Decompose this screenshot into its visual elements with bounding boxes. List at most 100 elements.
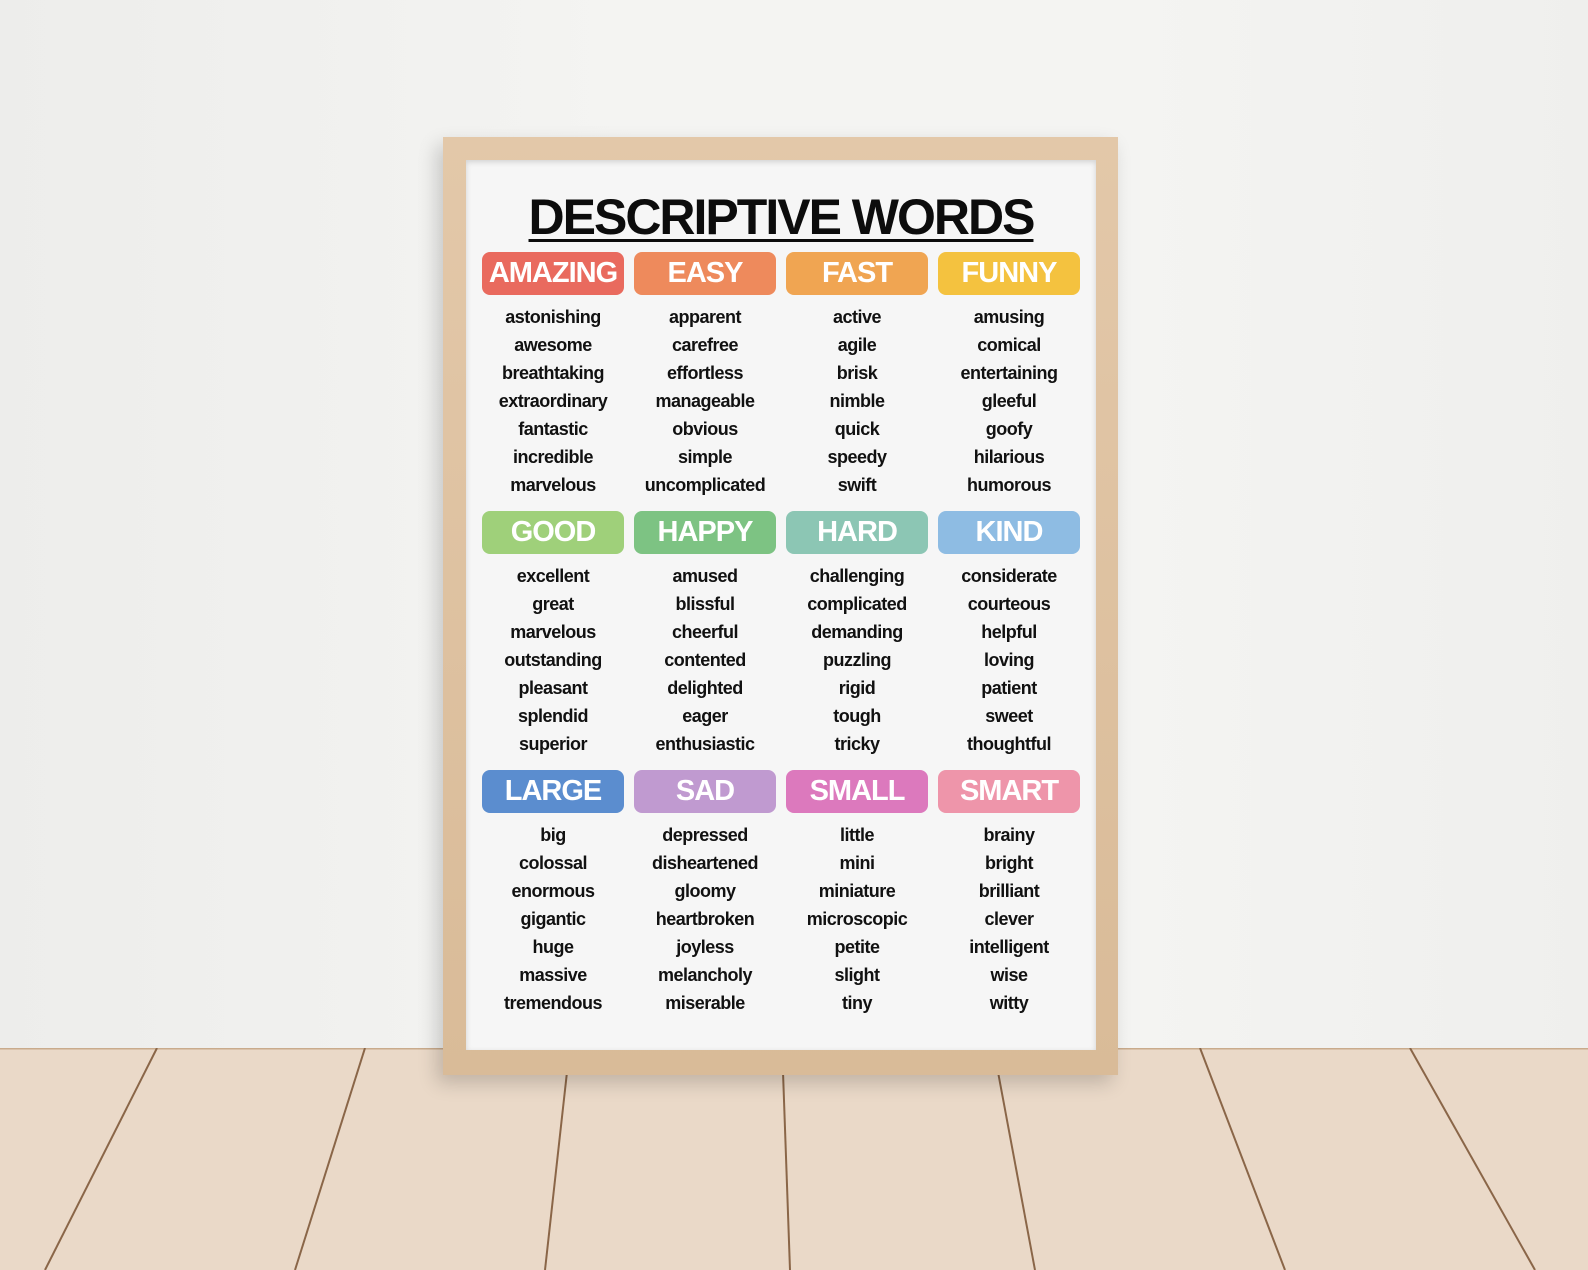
category-heading: LARGE: [482, 770, 624, 813]
word-item: gigantic: [520, 909, 586, 929]
word-item: delighted: [667, 678, 743, 698]
word-item: bright: [985, 853, 1034, 873]
category-funny: FUNNY amusing comical entertaining gleeful go…: [938, 252, 1080, 511]
word-item: big: [540, 825, 566, 845]
word-item: huge: [532, 937, 575, 957]
word-item: gloomy: [674, 881, 736, 901]
category-smart: SMART brainy bright brilliant clever intellig…: [938, 770, 1080, 1029]
category-small: SMALL little mini miniature microscopic petit…: [786, 770, 928, 1029]
word-item: carefree: [671, 335, 739, 355]
word-item: enormous: [511, 881, 595, 901]
word-item: witty: [989, 993, 1029, 1013]
category-large: LARGE big colossal enormous gigantic huge mass…: [482, 770, 624, 1029]
word-list: amused blissful cheerful contented delighted…: [634, 562, 776, 758]
category-fast: FAST active agile brisk nimble quick speedy swi…: [786, 252, 928, 511]
word-item: excellent: [516, 566, 590, 586]
word-item: tough: [833, 706, 881, 726]
word-list: astonishing awesome breathtaking extraordin…: [482, 303, 624, 499]
category-heading: KIND: [938, 511, 1080, 554]
category-heading: FAST: [786, 252, 928, 295]
word-item: demanding: [811, 622, 903, 642]
word-item: swift: [837, 475, 877, 495]
word-list: active agile brisk nimble quick speedy swift: [786, 303, 928, 499]
word-list: apparent carefree effortless manageable obvi…: [634, 303, 776, 499]
word-item: sweet: [985, 706, 1033, 726]
word-item: apparent: [668, 307, 742, 327]
word-item: little: [839, 825, 875, 845]
word-item: incredible: [512, 447, 594, 467]
category-heading: SMALL: [786, 770, 928, 813]
word-list: considerate courteous helpful loving patient…: [938, 562, 1080, 758]
picture-frame: DESCRIPTIVE WORDS AMAZING astonishing awes…: [443, 137, 1118, 1075]
word-item: disheartened: [651, 853, 759, 873]
word-item: brilliant: [978, 881, 1040, 901]
word-item: amusing: [973, 307, 1045, 327]
category-heading: GOOD: [482, 511, 624, 554]
word-item: manageable: [655, 391, 755, 411]
word-item: superior: [518, 734, 588, 754]
word-item: clever: [984, 909, 1034, 929]
category-heading: SAD: [634, 770, 776, 813]
category-heading: EASY: [634, 252, 776, 295]
word-item: enthusiastic: [655, 734, 755, 754]
word-item: microscopic: [806, 909, 908, 929]
word-item: joyless: [676, 937, 734, 957]
word-item: fantastic: [518, 419, 588, 439]
word-item: mini: [839, 853, 875, 873]
word-item: contented: [664, 650, 746, 670]
word-item: miniature: [818, 881, 896, 901]
word-item: tremendous: [503, 993, 603, 1013]
word-item: blissful: [675, 594, 735, 614]
category-heading: SMART: [938, 770, 1080, 813]
category-sad: SAD depressed disheartened gloomy heartbroke…: [634, 770, 776, 1029]
word-list: big colossal enormous gigantic huge massive tr…: [482, 821, 624, 1017]
category-amazing: AMAZING astonishing awesome breathtaking ext…: [482, 252, 624, 511]
word-item: challenging: [809, 566, 905, 586]
category-easy: EASY apparent carefree effortless manageable…: [634, 252, 776, 511]
word-item: loving: [984, 650, 1035, 670]
poster: DESCRIPTIVE WORDS AMAZING astonishing awes…: [466, 160, 1096, 1050]
word-item: massive: [519, 965, 587, 985]
word-item: simple: [677, 447, 733, 467]
word-item: intelligent: [969, 937, 1049, 957]
word-item: petite: [834, 937, 880, 957]
word-item: cheerful: [671, 622, 739, 642]
word-item: entertaining: [960, 363, 1058, 383]
word-item: extraordinary: [498, 391, 608, 411]
word-item: brisk: [836, 363, 878, 383]
word-list: excellent great marvelous outstanding pleasa…: [482, 562, 624, 758]
word-item: comical: [977, 335, 1041, 355]
word-item: melancholy: [657, 965, 753, 985]
word-item: speedy: [827, 447, 887, 467]
word-item: slight: [834, 965, 881, 985]
word-item: rigid: [838, 678, 876, 698]
category-heading: FUNNY: [938, 252, 1080, 295]
word-item: brainy: [983, 825, 1035, 845]
word-item: humorous: [967, 475, 1052, 495]
word-item: uncomplicated: [644, 475, 766, 495]
word-item: breathtaking: [501, 363, 605, 383]
word-list: challenging complicated demanding puzzling r…: [786, 562, 928, 758]
word-list: brainy bright brilliant clever intelligent wi…: [938, 821, 1080, 1017]
word-item: goofy: [985, 419, 1033, 439]
word-item: marvelous: [510, 622, 596, 642]
word-item: miserable: [665, 993, 745, 1013]
word-list: little mini miniature microscopic petite slig…: [786, 821, 928, 1017]
word-item: splendid: [517, 706, 589, 726]
poster-title: DESCRIPTIVE WORDS: [528, 189, 1036, 245]
word-item: wise: [990, 965, 1028, 985]
category-grid: AMAZING astonishing awesome breathtaking ext…: [482, 252, 1082, 1029]
wooden-floor: [0, 1048, 1588, 1270]
word-item: marvelous: [510, 475, 596, 495]
word-item: heartbroken: [655, 909, 755, 929]
word-item: thoughtful: [967, 734, 1051, 754]
word-item: puzzling: [823, 650, 891, 670]
category-heading: HAPPY: [634, 511, 776, 554]
word-item: considerate: [961, 566, 1057, 586]
word-item: complicated: [807, 594, 907, 614]
word-list: amusing comical entertaining gleeful goofy hi…: [938, 303, 1080, 499]
word-item: colossal: [518, 853, 588, 873]
word-item: quick: [834, 419, 880, 439]
word-item: gleeful: [981, 391, 1037, 411]
word-item: agile: [837, 335, 877, 355]
